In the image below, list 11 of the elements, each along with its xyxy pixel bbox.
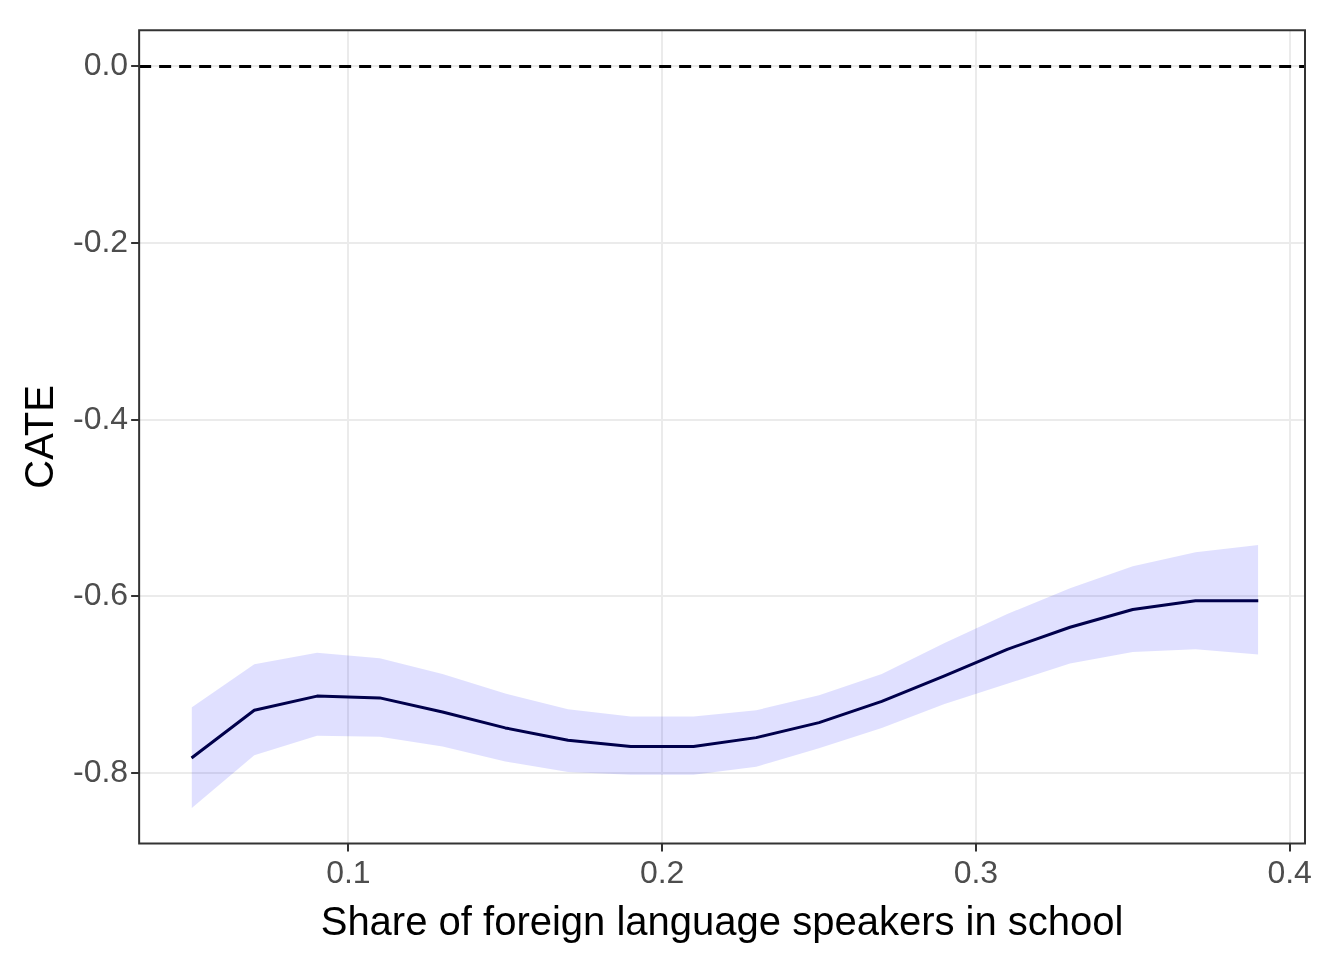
x-tick-label: 0.4	[1267, 853, 1312, 890]
y-tick-label: -0.4	[73, 399, 129, 436]
y-tick-label: -0.2	[73, 222, 129, 259]
y-tick-label: -0.8	[73, 752, 129, 789]
x-axis-title: Share of foreign language speakers in school	[320, 899, 1124, 944]
y-axis-title: CATE	[17, 385, 62, 489]
y-tick-label: 0.0	[83, 46, 129, 83]
y-tick-label: -0.6	[73, 576, 129, 613]
x-tick-label: 0.1	[326, 853, 371, 890]
x-tick-label: 0.2	[639, 853, 685, 890]
x-tick-label: 0.3	[953, 853, 999, 890]
